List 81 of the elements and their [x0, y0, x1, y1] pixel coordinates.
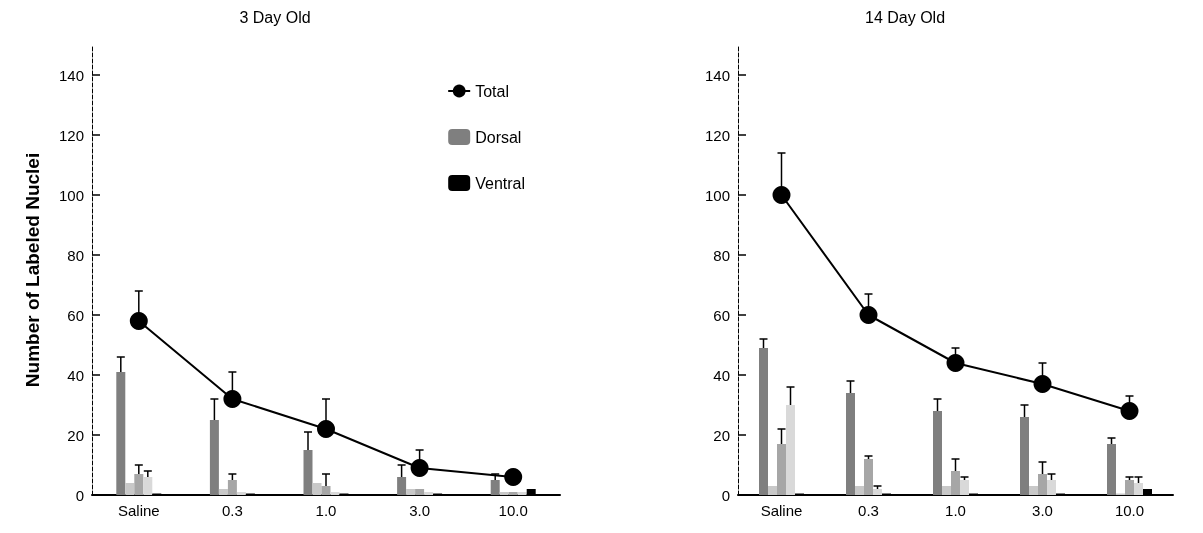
- bar: [303, 450, 313, 495]
- y-tick-label: 40: [67, 366, 84, 384]
- y-tick-label: 100: [704, 186, 730, 204]
- bar: [490, 480, 500, 495]
- bar: [499, 492, 509, 495]
- bar: [933, 411, 942, 495]
- bar: [330, 492, 340, 495]
- y-tick-label: 120: [704, 126, 730, 144]
- bar: [1038, 474, 1047, 495]
- bar: [227, 480, 237, 495]
- y-tick-label: 140: [704, 66, 730, 84]
- y-tick-label: 20: [713, 426, 730, 444]
- bar: [517, 492, 527, 495]
- bar: [415, 489, 425, 495]
- point: [223, 390, 242, 408]
- x-tick-label: Saline: [117, 502, 160, 519]
- y-tick-label: 80: [713, 246, 730, 264]
- y-axis-title: Number of Labeled Nuclei: [22, 152, 43, 388]
- bar: [855, 486, 864, 495]
- bar: [846, 393, 855, 495]
- point: [129, 312, 148, 330]
- chart-title: 14 Day Old: [864, 8, 946, 26]
- bar: [942, 486, 951, 495]
- y-tick-label: 100: [58, 186, 84, 204]
- bar: [1047, 480, 1056, 495]
- bar: [777, 444, 786, 495]
- bar: [768, 486, 777, 495]
- point: [1120, 402, 1139, 420]
- bar: [960, 480, 969, 495]
- bar: [951, 471, 960, 495]
- y-tick-label: 20: [67, 426, 84, 444]
- point: [317, 420, 335, 438]
- y-tick-label: 0: [75, 486, 84, 504]
- chart-title: 3 Day Old: [239, 8, 311, 26]
- x-tick-label: 1.0: [315, 502, 337, 519]
- point: [859, 306, 878, 324]
- bar: [873, 489, 882, 495]
- y-tick-label: 60: [67, 306, 84, 324]
- bar: [424, 492, 434, 495]
- bar: [759, 348, 768, 495]
- point: [410, 459, 429, 477]
- bar: [312, 483, 322, 495]
- bar: [1107, 444, 1116, 495]
- y-tick-label: 140: [58, 66, 84, 84]
- x-tick-label: 3.0: [409, 502, 431, 519]
- bar: [218, 489, 228, 495]
- point: [772, 186, 791, 204]
- bar: [116, 372, 126, 495]
- bar: [1029, 486, 1038, 495]
- y-tick-label: 80: [67, 246, 84, 264]
- legend-label: Dorsal: [475, 128, 522, 146]
- bar: [321, 486, 331, 495]
- y-tick-label: 60: [713, 306, 730, 324]
- y-tick-label: 120: [58, 126, 84, 144]
- x-tick-label: 10.0: [1114, 502, 1145, 519]
- point: [946, 354, 965, 372]
- bar: [236, 492, 246, 495]
- point: [504, 468, 523, 486]
- bar: [406, 489, 416, 495]
- legend-label: Ventral: [475, 174, 525, 192]
- y-tick-label: 0: [721, 486, 730, 504]
- bar: [786, 405, 795, 495]
- bar: [143, 477, 153, 495]
- y-tick-label: 40: [713, 366, 730, 384]
- x-tick-label: 1.0: [945, 502, 966, 519]
- bar: [864, 459, 873, 495]
- bar: [209, 420, 219, 495]
- bar: [1020, 417, 1029, 495]
- x-tick-label: 10.0: [498, 502, 528, 519]
- bar: [508, 492, 518, 495]
- x-tick-label: 0.3: [221, 502, 243, 519]
- bar: [397, 477, 407, 495]
- legend-label: Total: [475, 82, 509, 100]
- bar: [134, 474, 144, 495]
- bar: [1125, 480, 1134, 495]
- x-tick-label: 0.3: [858, 502, 879, 519]
- point: [1033, 375, 1052, 393]
- x-tick-label: 3.0: [1032, 502, 1053, 519]
- x-tick-label: Saline: [760, 502, 803, 519]
- bar: [125, 483, 135, 495]
- bar: [1134, 483, 1143, 495]
